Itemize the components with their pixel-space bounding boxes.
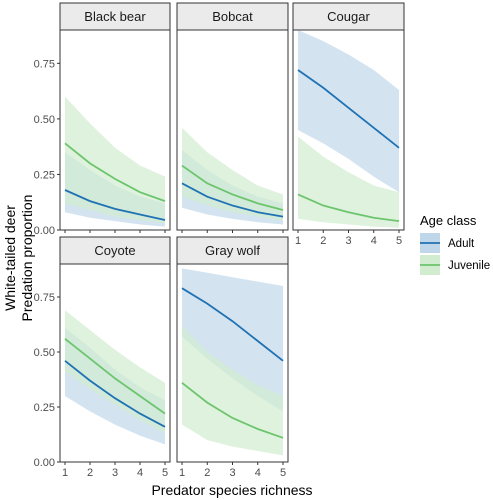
band-juvenile-gray-wolf xyxy=(182,325,283,456)
strip-title-cougar: Cougar xyxy=(327,9,370,24)
line-juvenile-coyote xyxy=(64,338,166,415)
y-tick-label-coyote-1: 0.25 xyxy=(34,402,55,414)
panel-cougar: Cougar 1 2 3 4 5 xyxy=(292,2,405,247)
x-tick-label-coyote-0: 1 xyxy=(62,467,68,479)
y-tick-label-black-bear-3: 0.75 xyxy=(34,58,55,70)
panels-layer: Black bear0.000.250.500.7512345Bobcat123… xyxy=(34,2,405,479)
strip-cougar xyxy=(292,2,405,31)
x-tick-label-gray-wolf-2: 3 xyxy=(229,467,235,479)
strip-title-coyote: Coyote xyxy=(94,243,135,258)
panel-coyote: Coyote 0.00 0.25 0.50 0.75 1 2 3 4 5 xyxy=(34,236,171,479)
band-juvenile-coyote xyxy=(65,310,165,434)
x-tick-label-cougar-1: 2 xyxy=(320,235,326,247)
band-juvenile-black-bear xyxy=(65,96,165,224)
x-tick-label-coyote-2: 3 xyxy=(112,467,118,479)
strip-title-bobcat: Bobcat xyxy=(212,9,253,24)
line-juvenile-gray-wolf xyxy=(181,382,284,439)
y-tick-label-black-bear-0: 0.00 xyxy=(34,225,55,237)
strip-gray-wolf xyxy=(176,236,289,265)
x-tick-label-cougar-4: 5 xyxy=(396,235,402,247)
x-axis-title: Predator species richness xyxy=(151,482,312,498)
x-tick-label-cougar-0: 1 xyxy=(295,235,301,247)
axis-titles: Predator species richness White-tailed d… xyxy=(2,195,313,498)
x-tick-label-coyote-3: 4 xyxy=(137,467,143,479)
line-adult-coyote xyxy=(64,360,166,428)
x-tick-label-coyote-4: 5 xyxy=(162,467,168,479)
panel-gray-wolf: Gray wolf 1 2 3 4 5 xyxy=(176,236,289,479)
y-tick-label-coyote-0: 0.00 xyxy=(34,457,55,469)
legend-label-juvenile: Juvenile xyxy=(448,260,490,272)
x-tick-label-gray-wolf-3: 4 xyxy=(255,467,261,479)
y-axis-title-line-2: Predation proportion xyxy=(19,195,35,322)
x-tick-label-cougar-3: 4 xyxy=(371,235,377,247)
strip-coyote xyxy=(59,236,171,265)
line-juvenile-cougar xyxy=(297,193,400,223)
line-adult-black-bear xyxy=(64,189,166,221)
line-juvenile-black-bear xyxy=(64,142,166,202)
legend-title: Age class xyxy=(420,213,477,228)
line-adult-cougar xyxy=(297,69,400,149)
strip-bobcat xyxy=(176,2,289,31)
y-tick-label-black-bear-2: 0.50 xyxy=(34,114,55,126)
band-adult-cougar xyxy=(298,30,399,193)
strip-title-black-bear: Black bear xyxy=(84,9,146,24)
line-adult-bobcat xyxy=(181,182,284,218)
x-tick-label-cougar-2: 3 xyxy=(345,235,351,247)
y-tick-label-coyote-2: 0.50 xyxy=(34,347,55,359)
x-tick-label-gray-wolf-0: 1 xyxy=(179,467,185,479)
legend-label-adult: Adult xyxy=(448,238,475,250)
line-juvenile-bobcat xyxy=(181,164,284,211)
strip-black-bear xyxy=(59,2,171,31)
strip-title-gray-wolf: Gray wolf xyxy=(205,243,260,258)
y-tick-label-black-bear-1: 0.25 xyxy=(34,169,55,181)
y-axis-title-line-1: White-tailed deer xyxy=(2,205,18,311)
y-tick-label-coyote-3: 0.75 xyxy=(34,292,55,304)
line-adult-gray-wolf xyxy=(181,287,284,362)
x-tick-label-coyote-1: 2 xyxy=(87,467,93,479)
panel-bobcat: Bobcat12345 xyxy=(176,2,289,247)
x-tick-label-gray-wolf-1: 2 xyxy=(204,467,210,479)
band-juvenile-bobcat xyxy=(182,127,283,222)
x-tick-label-gray-wolf-4: 5 xyxy=(280,467,286,479)
legend: Age class Adult Juvenile xyxy=(420,213,490,275)
